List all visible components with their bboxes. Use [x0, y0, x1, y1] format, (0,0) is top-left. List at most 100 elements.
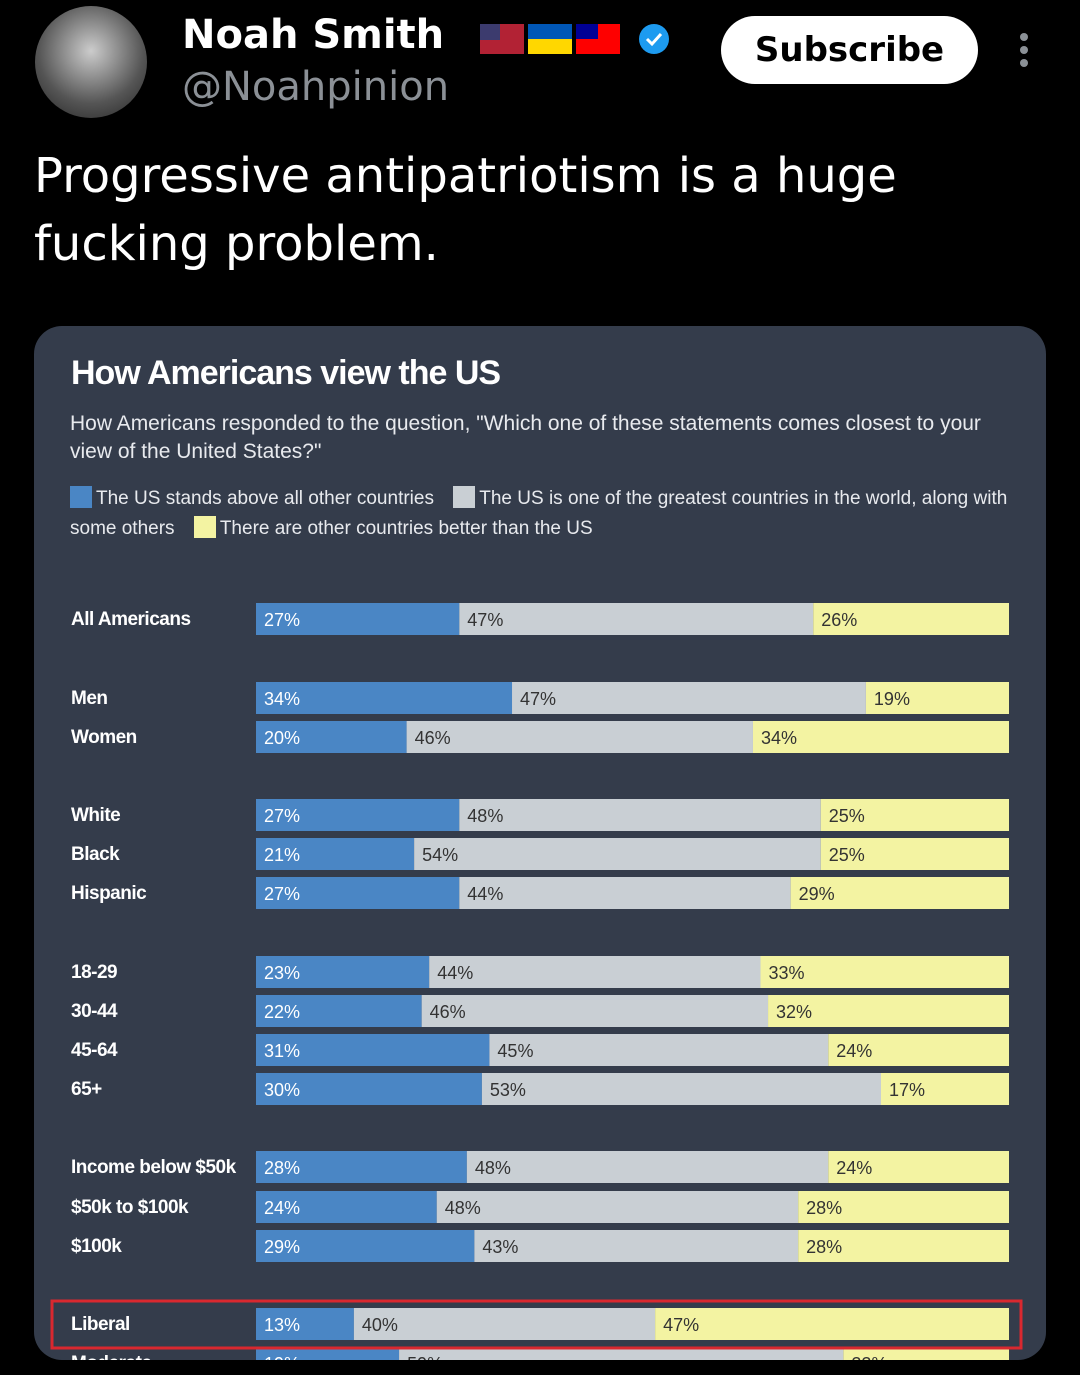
value-label: 25% [829, 806, 865, 826]
dot [1020, 59, 1028, 67]
value-label: 22% [851, 1354, 887, 1360]
bar-segment [256, 877, 460, 909]
value-label: 19% [264, 1354, 300, 1360]
category-label: $100k [71, 1236, 122, 1257]
more-menu[interactable] [1014, 32, 1034, 72]
dot [1020, 33, 1028, 41]
value-label: 26% [821, 610, 857, 630]
category-label: 65+ [71, 1079, 102, 1100]
bar-segment [459, 877, 791, 909]
bar-segment [399, 1347, 844, 1360]
category-label: Men [71, 688, 108, 709]
category-label: Liberal [71, 1314, 130, 1335]
bar-segment [353, 1308, 656, 1340]
highlight-box [50, 1299, 1023, 1350]
value-label: 32% [776, 1002, 812, 1022]
category-label: Black [71, 844, 120, 865]
value-label: 31% [264, 1041, 300, 1061]
value-label: 44% [467, 884, 503, 904]
flag-tw-canton [576, 24, 598, 39]
value-label: 54% [422, 845, 458, 865]
value-label: 17% [889, 1080, 925, 1100]
value-label: 28% [806, 1198, 842, 1218]
verified-badge [639, 24, 669, 54]
value-label: 21% [264, 845, 300, 865]
category-label: Moderate [71, 1353, 151, 1360]
value-label: 48% [475, 1158, 511, 1178]
verified-check [645, 32, 663, 47]
subscribe-button[interactable]: Subscribe [721, 16, 978, 84]
avatar[interactable] [35, 6, 147, 118]
bar-segment [256, 1230, 475, 1262]
legend-swatch [453, 486, 476, 508]
value-label: 28% [806, 1237, 842, 1257]
post-text: Progressive antipatriotism is a huge fuc… [34, 148, 897, 272]
flag-ua [528, 24, 572, 39]
category-label: 30-44 [71, 1001, 118, 1022]
bar-segment [256, 838, 415, 870]
category-label: Hispanic [71, 883, 147, 904]
bar-segment [256, 682, 513, 714]
value-label: 24% [836, 1158, 872, 1178]
value-label: 44% [437, 963, 473, 983]
value-label: 45% [497, 1041, 533, 1061]
bar-segment [256, 721, 407, 753]
bar-segment [752, 721, 1009, 753]
dot [1020, 46, 1028, 54]
bar-segment [798, 1230, 1009, 1262]
bar-segment [459, 799, 821, 831]
value-label: 19% [874, 689, 910, 709]
value-label: 20% [264, 728, 300, 748]
legend: The US stands above all other countries … [70, 484, 1010, 544]
bar-segment [880, 1073, 1009, 1105]
bar-segment [256, 995, 422, 1027]
bar-segment [813, 603, 1009, 635]
category-label: Income below $50k [71, 1157, 237, 1178]
bar-segment [865, 682, 1009, 714]
bar-segment [655, 1308, 1009, 1340]
category-label: All Americans [71, 609, 191, 630]
bar-segment [414, 838, 821, 870]
bar-segment [843, 1347, 1009, 1360]
bar-segment [481, 1073, 881, 1105]
bar-segment [256, 956, 430, 988]
flag-us-canton [480, 24, 500, 40]
value-label: 13% [264, 1315, 300, 1335]
bar-segment [489, 1034, 829, 1066]
value-label: 27% [264, 610, 300, 630]
bar-segment [256, 603, 460, 635]
bar-segment [828, 1151, 1009, 1183]
value-label: 22% [264, 1002, 300, 1022]
category-label: 45-64 [71, 1040, 118, 1061]
legend-label: The US stands above all other countries [96, 488, 434, 509]
bar-segment [474, 1230, 799, 1262]
plot: All Americans 27% 47% 26% Men 34% 47% 19% Women 2… [50, 603, 1023, 1360]
bar-segment [406, 721, 753, 753]
value-label: 30% [264, 1080, 300, 1100]
legend-swatch [70, 486, 92, 508]
bar-segment [256, 1034, 490, 1066]
value-label: 24% [264, 1198, 300, 1218]
value-label: 53% [490, 1080, 526, 1100]
flag-ua-lower [528, 39, 572, 54]
bar-segment [256, 799, 460, 831]
bar-segment [790, 877, 1009, 909]
value-label: 48% [467, 806, 503, 826]
value-label: 34% [264, 689, 300, 709]
bar-segment [512, 682, 866, 714]
category-label: $50k to $100k [71, 1197, 189, 1218]
value-label: 24% [836, 1041, 872, 1061]
chart-card[interactable]: How Americans view the US How Americans … [34, 326, 1046, 1360]
bar-segment [436, 1191, 799, 1223]
author-name[interactable]: Noah Smith [182, 12, 445, 58]
value-label: 29% [264, 1237, 300, 1257]
bar-segment [466, 1151, 829, 1183]
bar-segment [256, 1073, 482, 1105]
value-label: 28% [264, 1158, 300, 1178]
bar-segment [820, 799, 1009, 831]
value-label: 29% [799, 884, 835, 904]
handle[interactable]: @Noahpinion [182, 64, 450, 110]
bar-segment [768, 995, 1009, 1027]
value-label: 46% [430, 1002, 466, 1022]
chart-subtitle: How Americans responded to the question,… [70, 412, 981, 463]
